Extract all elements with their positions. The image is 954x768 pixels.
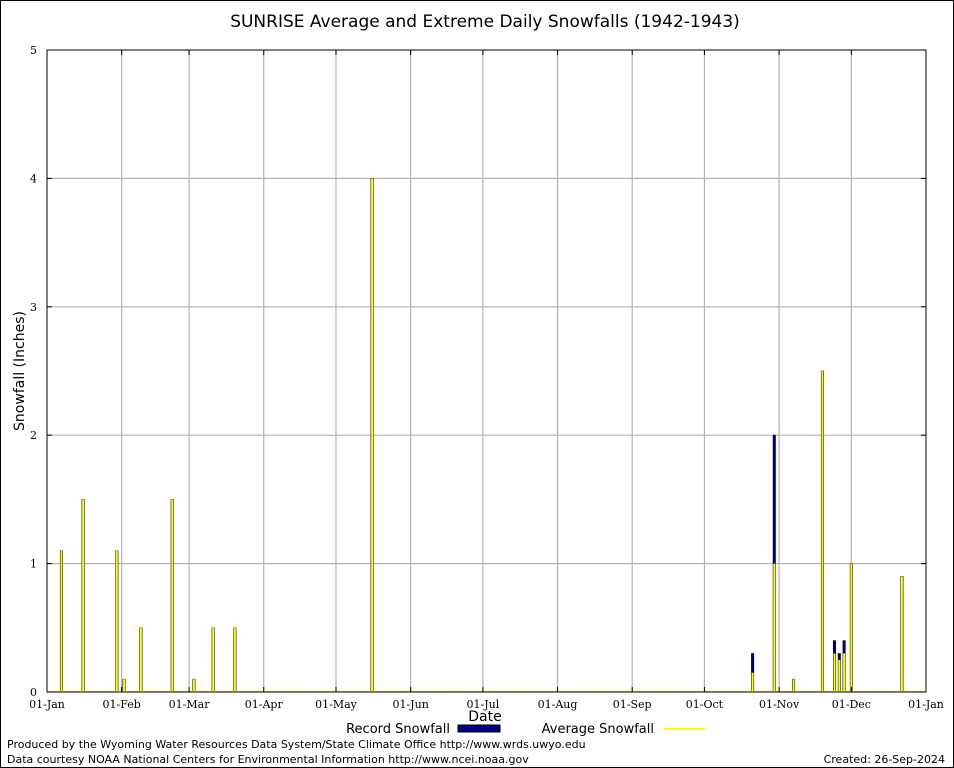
x-tick-label-9: 01-Oct bbox=[686, 698, 724, 711]
y-tick-label-0: 0 bbox=[30, 686, 37, 699]
x-tick-label-3: 01-Apr bbox=[245, 698, 284, 711]
x-tick-label-8: 01-Sep bbox=[613, 698, 652, 711]
x-tick-label-12: 01-Jan bbox=[908, 698, 944, 711]
grid-layer bbox=[47, 50, 926, 692]
footer-created: Created: 26-Sep-2024 bbox=[823, 753, 945, 766]
y-tick-label-5: 5 bbox=[30, 44, 37, 57]
x-tick-label-11: 01-Dec bbox=[832, 698, 871, 711]
footer-produced-by: Produced by the Wyoming Water Resources … bbox=[7, 738, 586, 751]
x-tick-label-4: 01-May bbox=[315, 698, 358, 711]
ticks-layer: 0 1 2 3 4 5 01-Jan 01-Feb 01-Mar 01-Apr 01-May 01-J… bbox=[29, 44, 944, 711]
plot-border bbox=[46, 49, 927, 693]
x-tick-label-7: 01-Aug bbox=[538, 698, 578, 711]
footer-data-courtesy: Data courtesy NOAA National Centers for … bbox=[7, 753, 529, 766]
x-tick-label-1: 01-Feb bbox=[103, 698, 141, 711]
x-axis-label: Date bbox=[468, 709, 501, 725]
legend-record-label: Record Snowfall bbox=[346, 722, 450, 737]
legend-average-label: Average Snowfall bbox=[542, 722, 654, 737]
x-tick-label-5: 01-Jun bbox=[392, 698, 428, 711]
x-tick-label-2: 01-Mar bbox=[169, 698, 211, 711]
legend: Record Snowfall Average Snowfall bbox=[346, 722, 706, 737]
x-tick-label-10: 01-Nov bbox=[759, 698, 800, 711]
x-tick-label-6: 01-Jul bbox=[467, 698, 500, 711]
bars-layer bbox=[47, 178, 926, 693]
x-tick-label-0: 01-Jan bbox=[29, 698, 65, 711]
y-tick-label-4: 4 bbox=[30, 172, 37, 185]
y-tick-label-1: 1 bbox=[30, 558, 37, 571]
y-tick-label-3: 3 bbox=[30, 301, 37, 314]
y-axis-label: Snowfall (Inches) bbox=[12, 311, 28, 431]
legend-record-swatch bbox=[457, 724, 501, 733]
chart-title: SUNRISE Average and Extreme Daily Snowfa… bbox=[230, 12, 740, 32]
y-tick-label-2: 2 bbox=[30, 429, 37, 442]
